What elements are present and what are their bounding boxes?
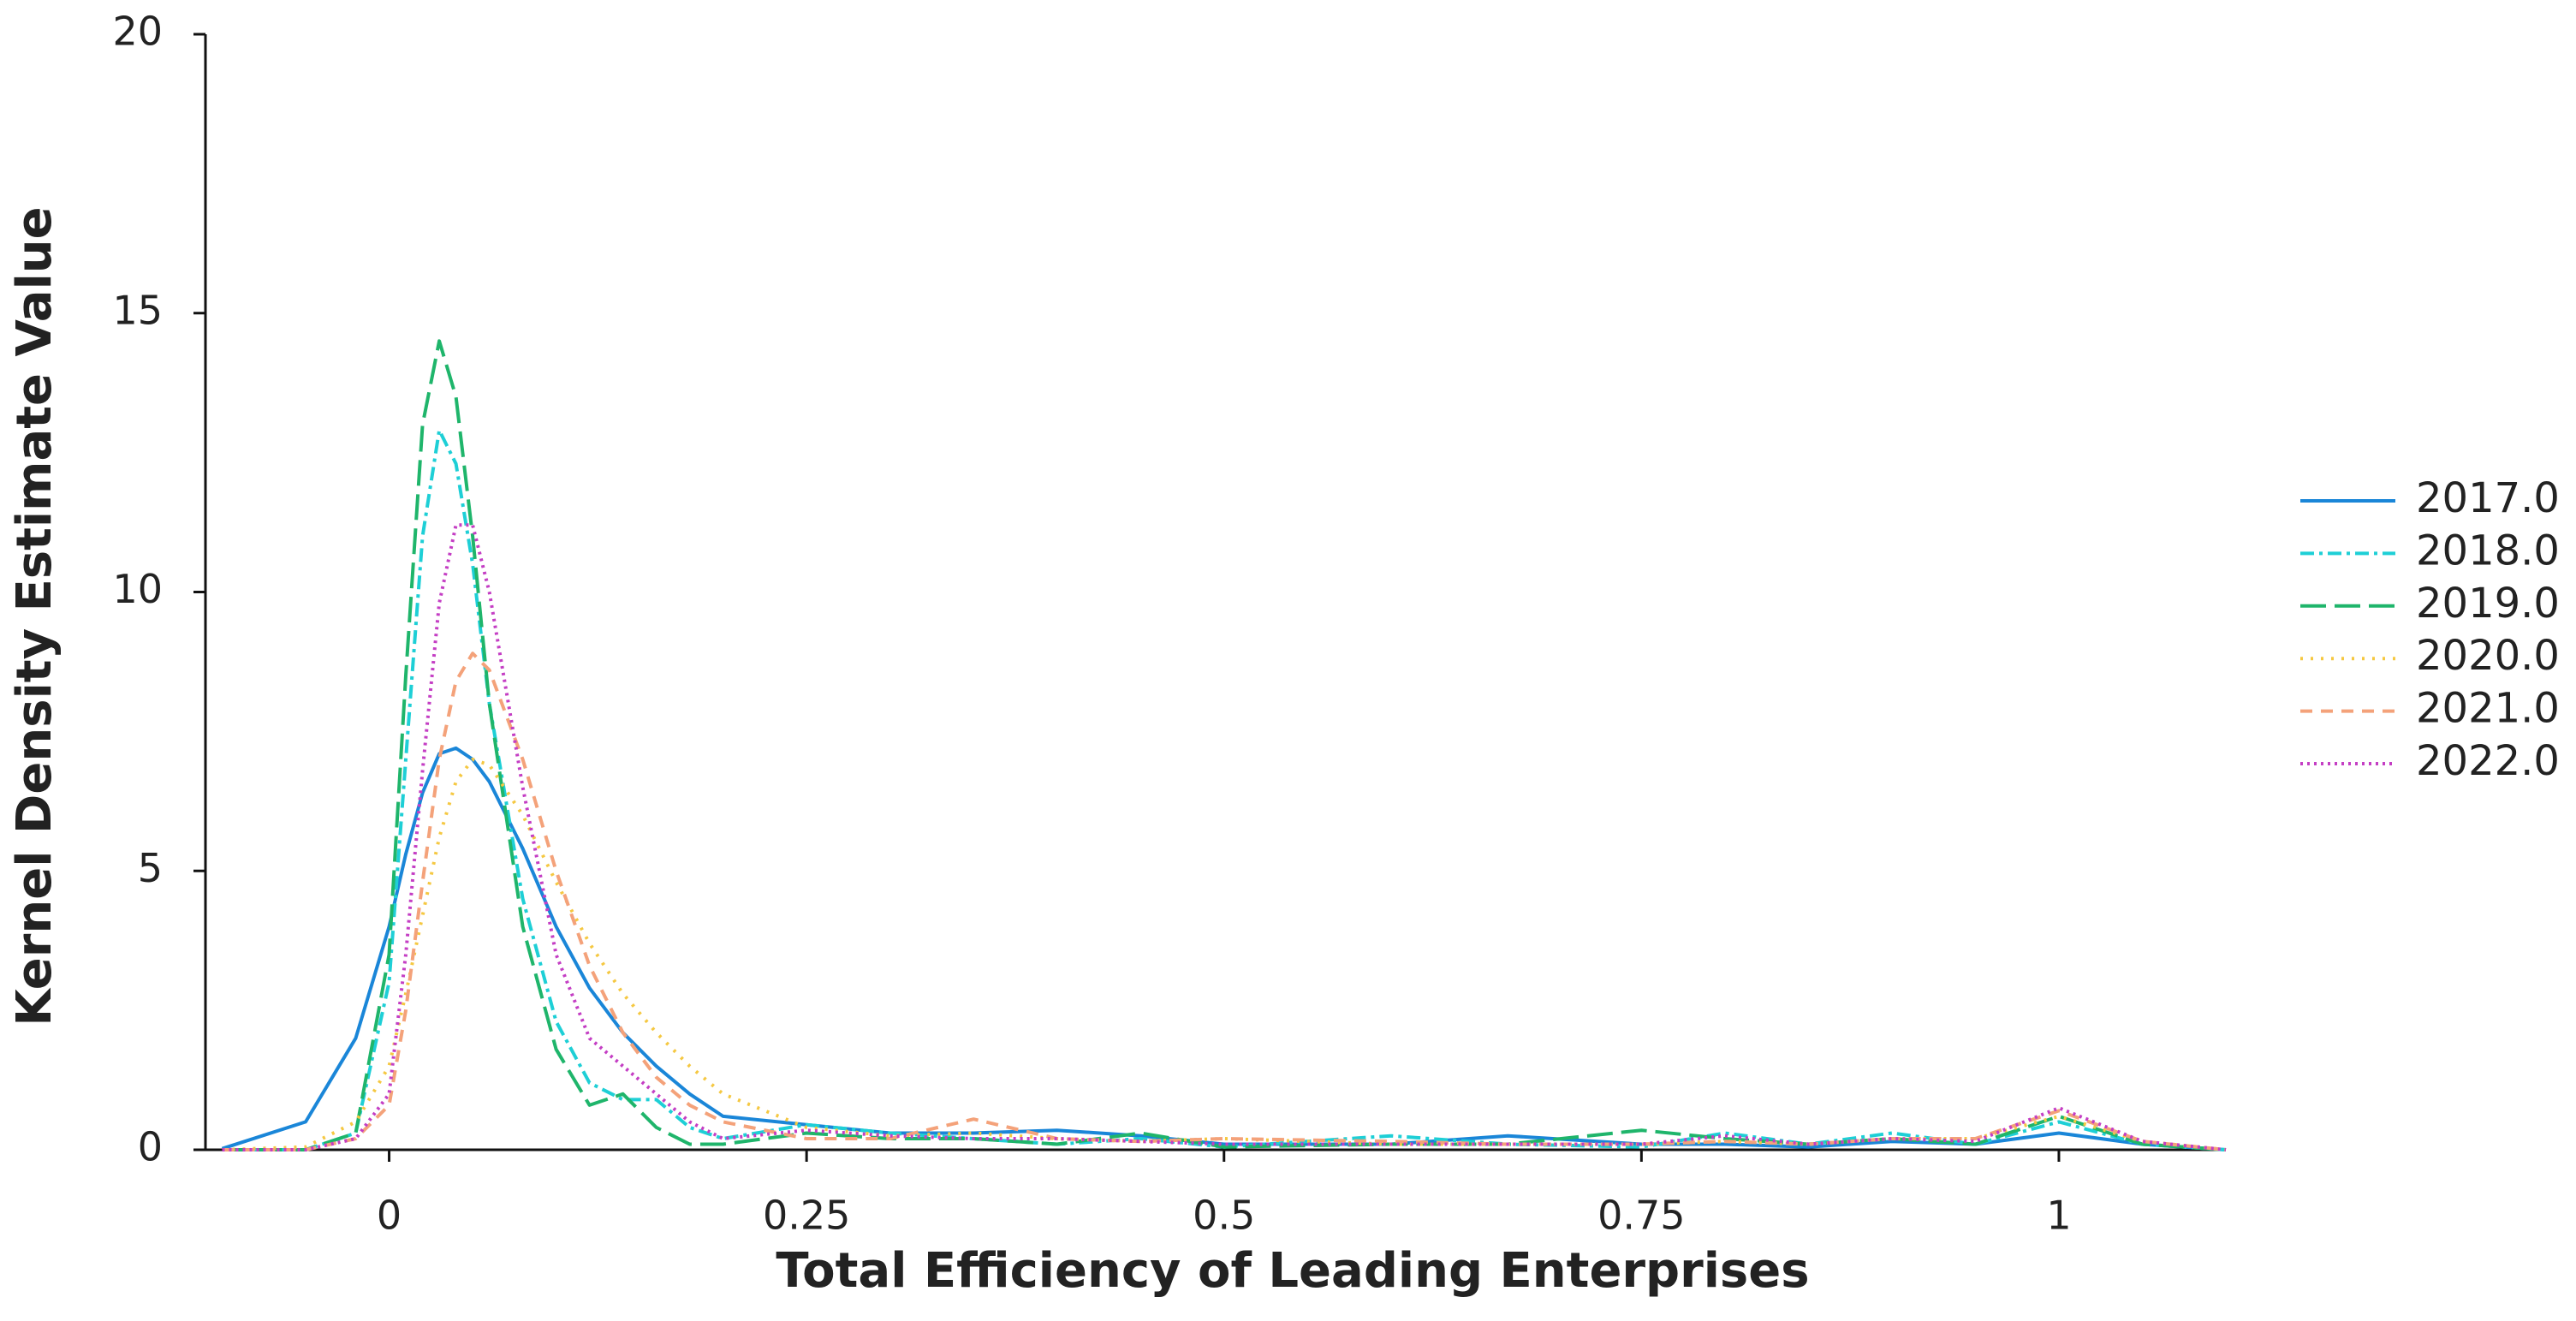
legend-label: 2019.0 <box>2416 580 2560 628</box>
legend-label: 2021.0 <box>2416 685 2560 733</box>
legend-label: 2018.0 <box>2416 527 2560 574</box>
line-series <box>221 746 2227 1151</box>
x-tick-label: 0.25 <box>763 1193 850 1239</box>
x-tick-label: 0.75 <box>1597 1193 1685 1239</box>
line-series <box>222 339 2227 1151</box>
x-tick-label: 0 <box>377 1193 402 1239</box>
y-tick-label: 0 <box>138 1124 163 1170</box>
y-tick-label: 10 <box>112 566 163 612</box>
legend-label: 2017.0 <box>2416 474 2560 522</box>
y-tick-label: 15 <box>112 287 163 333</box>
y-tick-label: 5 <box>138 845 163 891</box>
x-tick-label: 0.5 <box>1193 1193 1255 1239</box>
line-series <box>222 523 2227 1151</box>
legend-label: 2022.0 <box>2416 737 2560 785</box>
y-tick-label: 20 <box>112 9 163 55</box>
x-axis-label: Total Efficiency of Leading Enterprises <box>776 1243 1809 1299</box>
line-series <box>222 758 2227 1151</box>
legend-label: 2020.0 <box>2416 632 2560 680</box>
y-axis-label: Kernel Density Estimate Value <box>7 206 62 1026</box>
x-tick-label: 1 <box>2046 1193 2071 1239</box>
